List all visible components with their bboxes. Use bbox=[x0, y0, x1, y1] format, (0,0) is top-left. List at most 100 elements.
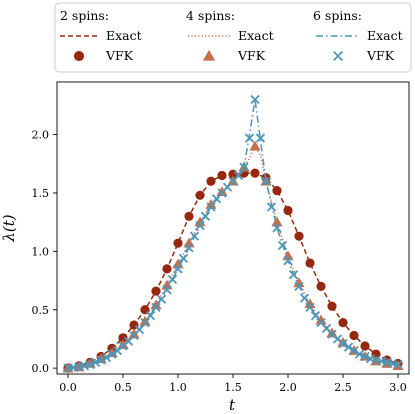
vfk-point-6-spins bbox=[85, 360, 95, 370]
vfk-point-2-spins bbox=[294, 231, 304, 241]
vfk-point-6-spins bbox=[261, 176, 271, 186]
vfk-point-6-spins bbox=[283, 256, 293, 266]
vfk-point-6-spins bbox=[244, 133, 255, 143]
x-tick-label: 1.0 bbox=[169, 381, 187, 394]
vfk-point-4-spins bbox=[128, 328, 140, 339]
vfk-point-2-spins bbox=[305, 258, 315, 268]
vfk-point-6-spins bbox=[354, 349, 365, 359]
vfk-point-2-spins bbox=[283, 205, 293, 216]
legend-title-4-spins: 4 spins: bbox=[186, 8, 235, 23]
plot-area bbox=[56, 81, 410, 375]
vfk-point-2-spins bbox=[118, 333, 128, 343]
y-tick-label: 1.5 bbox=[32, 187, 50, 200]
exact-line-6-spins bbox=[67, 99, 399, 369]
y-tick-label: 2.0 bbox=[32, 129, 50, 142]
vfk-point-6-spins bbox=[233, 170, 244, 181]
vfk-point-2-spins bbox=[184, 211, 194, 221]
x-tick-label: 2.5 bbox=[334, 381, 352, 394]
vfk-point-6-spins bbox=[360, 351, 370, 362]
legend-vfk-handle-4-spins bbox=[202, 49, 216, 61]
vfk-point-6-spins bbox=[272, 223, 282, 233]
y-tick-label: 0.5 bbox=[32, 304, 50, 317]
vfk-point-2-spins bbox=[162, 264, 172, 274]
vfk-point-4-spins bbox=[150, 299, 162, 310]
vfk-point-4-spins bbox=[205, 199, 217, 209]
vfk-point-6-spins bbox=[200, 211, 211, 221]
legend-exact-label-2-spins: Exact bbox=[106, 28, 142, 43]
x-axis-label: t bbox=[229, 396, 236, 414]
exact-line-2-spins bbox=[67, 172, 399, 369]
vfk-point-6-spins bbox=[156, 294, 167, 304]
vfk-point-2-spins bbox=[250, 168, 260, 178]
legend-title-6-spins: 6 spins: bbox=[313, 8, 362, 23]
vfk-point-6-spins bbox=[162, 285, 172, 295]
vfk-point-6-spins bbox=[349, 346, 359, 356]
vfk-point-6-spins bbox=[299, 293, 310, 303]
vfk-point-2-spins bbox=[360, 341, 370, 351]
legend-exact-label-4-spins: Exact bbox=[238, 28, 274, 43]
legend-exact-label-6-spins: Exact bbox=[367, 28, 403, 43]
vfk-point-4-spins bbox=[326, 327, 338, 338]
series-6-spins bbox=[63, 94, 403, 373]
vfk-point-2-spins bbox=[327, 301, 337, 311]
vfk-point-6-spins bbox=[266, 202, 277, 212]
y-tick-label: 0.0 bbox=[32, 362, 50, 375]
vfk-point-6-spins bbox=[173, 264, 183, 274]
vfk-point-2-spins bbox=[272, 186, 282, 196]
x-tick-label: 0.5 bbox=[114, 381, 132, 394]
legend-frame bbox=[54, 2, 412, 73]
x-tick-label: 0.0 bbox=[59, 381, 77, 394]
vfk-point-6-spins bbox=[393, 360, 403, 370]
legend: 2 spins: Exact VFK 4 spins: Exact VFK 6 … bbox=[54, 2, 412, 73]
vfk-point-6-spins bbox=[151, 302, 161, 313]
exact-line-4-spins bbox=[67, 144, 399, 369]
vfk-point-6-spins bbox=[167, 274, 178, 285]
vfk-point-2-spins bbox=[316, 281, 326, 291]
vfk-point-6-spins bbox=[195, 221, 205, 231]
vfk-point-6-spins bbox=[255, 133, 266, 143]
vfk-point-2-spins bbox=[217, 170, 227, 181]
vfk-point-6-spins bbox=[134, 324, 145, 335]
vfk-point-6-spins bbox=[90, 357, 101, 367]
vfk-point-2-spins bbox=[151, 286, 161, 296]
vfk-point-4-spins bbox=[315, 314, 327, 325]
vfk-point-2-spins bbox=[195, 190, 205, 200]
vfk-point-4-spins bbox=[216, 186, 228, 196]
vfk-point-6-spins bbox=[239, 162, 249, 172]
vfk-point-6-spins bbox=[107, 349, 117, 359]
vfk-point-6-spins bbox=[338, 338, 348, 349]
vfk-point-4-spins bbox=[139, 315, 151, 326]
vfk-point-6-spins bbox=[189, 231, 200, 241]
vfk-point-6-spins bbox=[101, 353, 112, 363]
y-axis-label: λ(t) bbox=[0, 214, 18, 242]
vfk-point-4-spins bbox=[271, 216, 283, 227]
x-tick-label: 1.5 bbox=[224, 381, 242, 394]
vfk-point-2-spins bbox=[338, 318, 348, 328]
vfk-point-6-spins bbox=[305, 302, 315, 313]
legend-vfk-label-4-spins: VFK bbox=[237, 48, 266, 63]
series-2-spins bbox=[63, 168, 403, 373]
x-axis: 0.0 0.5 1.0 1.5 2.0 2.5 3.0 bbox=[59, 374, 407, 394]
legend-vfk-handle-2-spins bbox=[73, 50, 85, 62]
vfk-point-6-spins bbox=[288, 270, 299, 280]
vfk-point-6-spins bbox=[184, 243, 194, 253]
legend-title-2-spins: 2 spins: bbox=[60, 8, 109, 23]
x-tick-label: 3.0 bbox=[389, 381, 407, 394]
vfk-point-6-spins bbox=[250, 94, 260, 105]
vfk-point-6-spins bbox=[277, 240, 288, 251]
vfk-point-2-spins bbox=[206, 176, 216, 186]
legend-handles bbox=[60, 35, 359, 62]
vfk-point-4-spins bbox=[117, 339, 129, 349]
vfk-point-6-spins bbox=[140, 317, 150, 328]
series-layer bbox=[62, 94, 404, 373]
vfk-point-6-spins bbox=[145, 310, 156, 321]
vfk-point-6-spins bbox=[178, 253, 189, 264]
vfk-point-6-spins bbox=[310, 310, 321, 321]
legend-vfk-label-6-spins: VFK bbox=[366, 48, 395, 63]
x-tick-label: 2.0 bbox=[279, 381, 297, 394]
plot-frame bbox=[56, 81, 410, 375]
vfk-point-4-spins bbox=[249, 140, 261, 151]
y-tick-label: 1.0 bbox=[32, 245, 50, 258]
legend-vfk-handle-6-spins bbox=[332, 50, 344, 62]
